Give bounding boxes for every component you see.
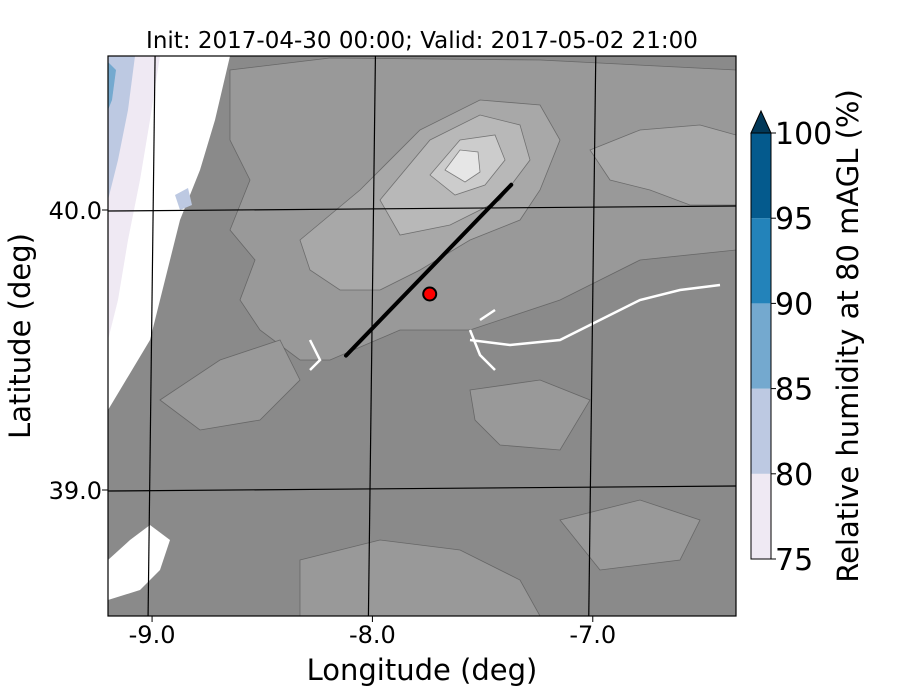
rh-band-85 (108, 62, 116, 110)
y-axis-label: Latitude (deg) (3, 233, 37, 439)
river-branch-3 (479, 308, 496, 322)
colorbar-frame (750, 132, 772, 560)
colorbar-tick-label: 80 (775, 458, 813, 493)
parallel-line (108, 205, 736, 212)
colorbar-segment (751, 388, 771, 474)
river-branch-2 (308, 339, 322, 371)
chart-title: Init: 2017-04-30 00:00; Valid: 2017-05-0… (146, 28, 698, 54)
y-tick-label: 40.0 (49, 197, 102, 225)
graticule (108, 56, 736, 616)
map-frame (107, 55, 737, 617)
map-area (108, 56, 736, 616)
terrain-south-hills-2 (299, 539, 541, 616)
colorbar-tick-label: 90 (775, 287, 813, 322)
location-marker (422, 286, 438, 302)
meridian-line (588, 56, 597, 616)
x-axis: -9.0 -8.0 -7.0 (129, 616, 616, 649)
colorbar-tick-label: 85 (775, 373, 813, 408)
colorbar-segment (751, 133, 771, 219)
meridian-line (367, 56, 377, 616)
colorbar-tick-label: 95 (775, 202, 813, 237)
meridian-line (147, 56, 156, 616)
x-axis-label: Longitude (deg) (307, 653, 538, 687)
parallel-line (108, 485, 736, 492)
terrain-east-hills (589, 124, 736, 206)
rivers (308, 283, 721, 371)
south-white-patch (108, 525, 170, 600)
colorbar-segment (751, 303, 771, 389)
rh-band-80-spot (175, 188, 192, 210)
rh-band-80 (108, 56, 135, 200)
colorbar-tick-label: 75 (775, 543, 813, 578)
colorbar: 75 80 85 90 95 100 (750, 109, 832, 578)
river-branch-1 (468, 329, 496, 371)
river-tagus (469, 283, 721, 347)
coastal-humidity (108, 56, 230, 600)
y-tick-label: 39.0 (49, 477, 102, 505)
cross-section-line (343, 182, 514, 358)
terrain-southeast-hills (559, 499, 701, 571)
x-tick-label: -8.0 (349, 621, 396, 649)
colorbar-segment (751, 473, 771, 559)
colorbar-segment (751, 218, 771, 304)
colorbar-extend-arrow (750, 109, 772, 134)
x-tick-label: -7.0 (569, 621, 616, 649)
y-axis: 39.0 40.0 (49, 197, 108, 505)
colorbar-label: Relative humidity at 80 mAGL (%) (831, 89, 865, 583)
terrain-south-hills-1 (469, 379, 591, 451)
terrain-level-5 (444, 149, 481, 183)
x-tick-label: -9.0 (129, 621, 176, 649)
terrain-relief (159, 57, 736, 616)
terrain-west-hills (159, 339, 301, 431)
colorbar-tick-label: 100 (775, 117, 832, 152)
